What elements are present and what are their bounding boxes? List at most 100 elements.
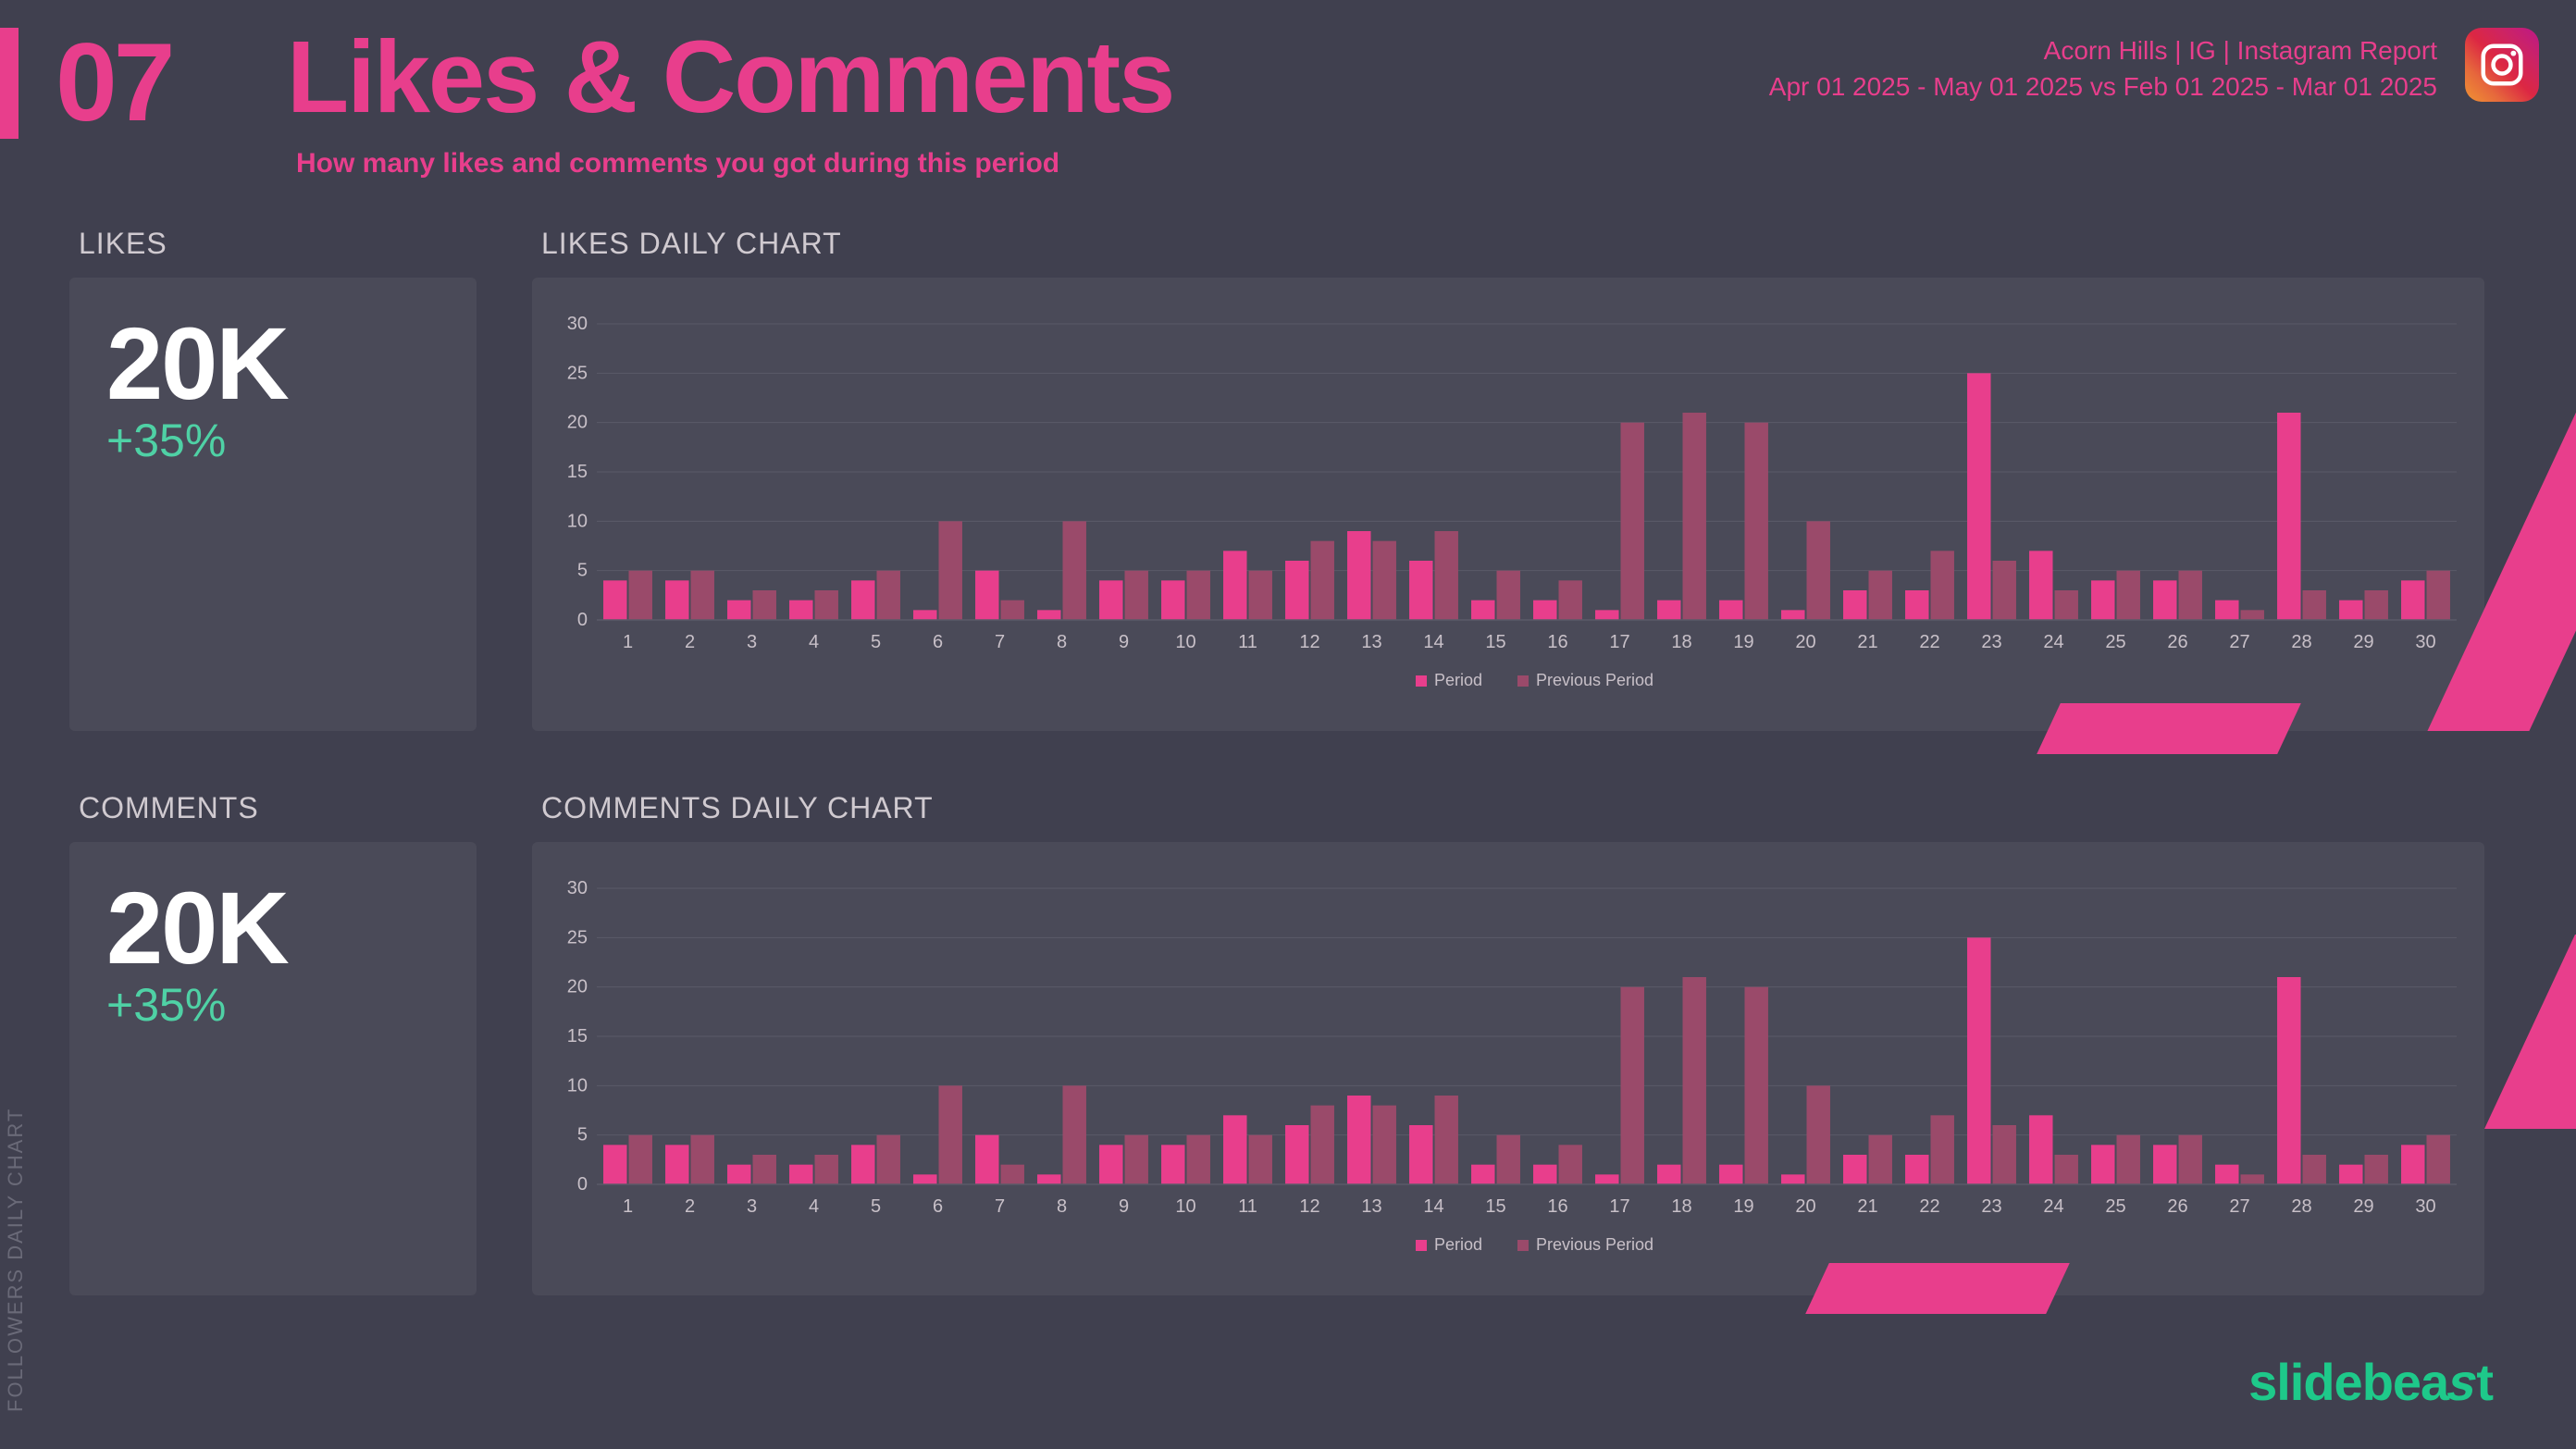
comments-value: 20K xyxy=(106,870,440,987)
svg-text:3: 3 xyxy=(747,632,757,652)
svg-text:19: 19 xyxy=(1733,1196,1753,1217)
report-line-2: Apr 01 2025 - May 01 2025 vs Feb 01 2025… xyxy=(1769,68,2437,105)
svg-text:5: 5 xyxy=(871,1196,881,1217)
svg-text:30: 30 xyxy=(2415,1196,2435,1217)
svg-text:26: 26 xyxy=(2167,632,2187,652)
svg-text:10: 10 xyxy=(1175,632,1195,652)
svg-text:5: 5 xyxy=(871,632,881,652)
svg-text:11: 11 xyxy=(1238,632,1257,652)
svg-text:0: 0 xyxy=(577,610,588,630)
likes-value: 20K xyxy=(106,305,440,423)
svg-text:16: 16 xyxy=(1547,1196,1567,1217)
svg-text:12: 12 xyxy=(1299,1196,1319,1217)
svg-text:19: 19 xyxy=(1733,632,1753,652)
page-title: Likes & Comments xyxy=(287,19,1173,136)
svg-text:0: 0 xyxy=(577,1174,588,1195)
svg-text:20: 20 xyxy=(567,413,588,433)
comments-chart-card: 0510152025301234567891011121314151617181… xyxy=(532,842,2484,1295)
svg-text:24: 24 xyxy=(2043,1196,2063,1217)
svg-text:22: 22 xyxy=(1919,1196,1939,1217)
likes-kpi-card: 20K +35% xyxy=(69,278,477,731)
brand-logo: slidebeast xyxy=(2248,1352,2493,1412)
svg-text:7: 7 xyxy=(995,1196,1005,1217)
svg-text:16: 16 xyxy=(1547,632,1567,652)
svg-text:20: 20 xyxy=(1795,1196,1815,1217)
svg-text:12: 12 xyxy=(1299,632,1319,652)
svg-text:10: 10 xyxy=(1175,1196,1195,1217)
deco-parallelogram-2 xyxy=(2037,703,2301,754)
svg-text:Previous Period: Previous Period xyxy=(1536,1235,1653,1254)
svg-text:17: 17 xyxy=(1609,1196,1629,1217)
svg-text:14: 14 xyxy=(1423,632,1443,652)
svg-text:8: 8 xyxy=(1057,632,1067,652)
svg-text:13: 13 xyxy=(1361,632,1381,652)
svg-text:25: 25 xyxy=(2105,1196,2125,1217)
svg-text:6: 6 xyxy=(933,1196,943,1217)
svg-text:21: 21 xyxy=(1857,1196,1877,1217)
svg-text:15: 15 xyxy=(1485,1196,1505,1217)
deco-parallelogram-3 xyxy=(2484,935,2576,1129)
svg-text:23: 23 xyxy=(1981,632,2001,652)
svg-text:25: 25 xyxy=(2105,632,2125,652)
svg-text:9: 9 xyxy=(1119,632,1129,652)
svg-text:3: 3 xyxy=(747,1196,757,1217)
svg-text:4: 4 xyxy=(809,1196,819,1217)
svg-text:1: 1 xyxy=(623,1196,633,1217)
comments-label: COMMENTS xyxy=(79,791,259,825)
svg-text:11: 11 xyxy=(1238,1196,1257,1217)
likes-chart-card: 0510152025301234567891011121314151617181… xyxy=(532,278,2484,731)
svg-text:28: 28 xyxy=(2291,1196,2311,1217)
side-label: FOLLOWERS DAILY CHART xyxy=(4,1108,28,1412)
svg-text:22: 22 xyxy=(1919,632,1939,652)
svg-text:15: 15 xyxy=(567,462,588,482)
svg-text:Period: Period xyxy=(1434,671,1482,689)
svg-text:23: 23 xyxy=(1981,1196,2001,1217)
instagram-icon xyxy=(2465,28,2539,102)
svg-text:5: 5 xyxy=(577,561,588,581)
svg-text:15: 15 xyxy=(567,1026,588,1046)
svg-text:8: 8 xyxy=(1057,1196,1067,1217)
svg-text:28: 28 xyxy=(2291,632,2311,652)
svg-text:26: 26 xyxy=(2167,1196,2187,1217)
svg-text:25: 25 xyxy=(567,363,588,383)
svg-text:5: 5 xyxy=(577,1125,588,1146)
svg-text:18: 18 xyxy=(1671,632,1691,652)
comments-bar-chart: 0510152025301234567891011121314151617181… xyxy=(532,842,2484,1295)
svg-text:7: 7 xyxy=(995,632,1005,652)
svg-text:27: 27 xyxy=(2229,1196,2249,1217)
svg-text:20: 20 xyxy=(567,977,588,997)
comments-chart-title: COMMENTS DAILY CHART xyxy=(541,791,934,825)
svg-text:30: 30 xyxy=(2415,632,2435,652)
svg-text:10: 10 xyxy=(567,1075,588,1096)
likes-label: LIKES xyxy=(79,227,167,261)
page-subtitle: How many likes and comments you got duri… xyxy=(296,148,1059,180)
svg-text:2: 2 xyxy=(685,1196,695,1217)
likes-chart-title: LIKES DAILY CHART xyxy=(541,227,842,261)
svg-text:17: 17 xyxy=(1609,632,1629,652)
svg-text:2: 2 xyxy=(685,632,695,652)
svg-text:1: 1 xyxy=(623,632,633,652)
svg-text:6: 6 xyxy=(933,632,943,652)
svg-text:18: 18 xyxy=(1671,1196,1691,1217)
deco-parallelogram-4 xyxy=(1805,1263,2070,1314)
likes-bar-chart: 0510152025301234567891011121314151617181… xyxy=(532,278,2484,731)
svg-text:10: 10 xyxy=(567,511,588,531)
report-header: Acorn Hills | IG | Instagram Report Apr … xyxy=(1769,32,2437,105)
svg-text:20: 20 xyxy=(1795,632,1815,652)
svg-text:9: 9 xyxy=(1119,1196,1129,1217)
svg-text:13: 13 xyxy=(1361,1196,1381,1217)
svg-text:29: 29 xyxy=(2353,632,2373,652)
svg-text:Previous Period: Previous Period xyxy=(1536,671,1653,689)
svg-text:30: 30 xyxy=(567,314,588,334)
svg-text:25: 25 xyxy=(567,927,588,947)
page-number: 07 xyxy=(56,19,171,146)
svg-text:24: 24 xyxy=(2043,632,2063,652)
comments-kpi-card: 20K +35% xyxy=(69,842,477,1295)
svg-text:4: 4 xyxy=(809,632,819,652)
accent-bar xyxy=(0,28,19,139)
svg-text:15: 15 xyxy=(1485,632,1505,652)
svg-text:Period: Period xyxy=(1434,1235,1482,1254)
svg-text:14: 14 xyxy=(1423,1196,1443,1217)
report-line-1: Acorn Hills | IG | Instagram Report xyxy=(1769,32,2437,68)
svg-text:30: 30 xyxy=(567,878,588,898)
